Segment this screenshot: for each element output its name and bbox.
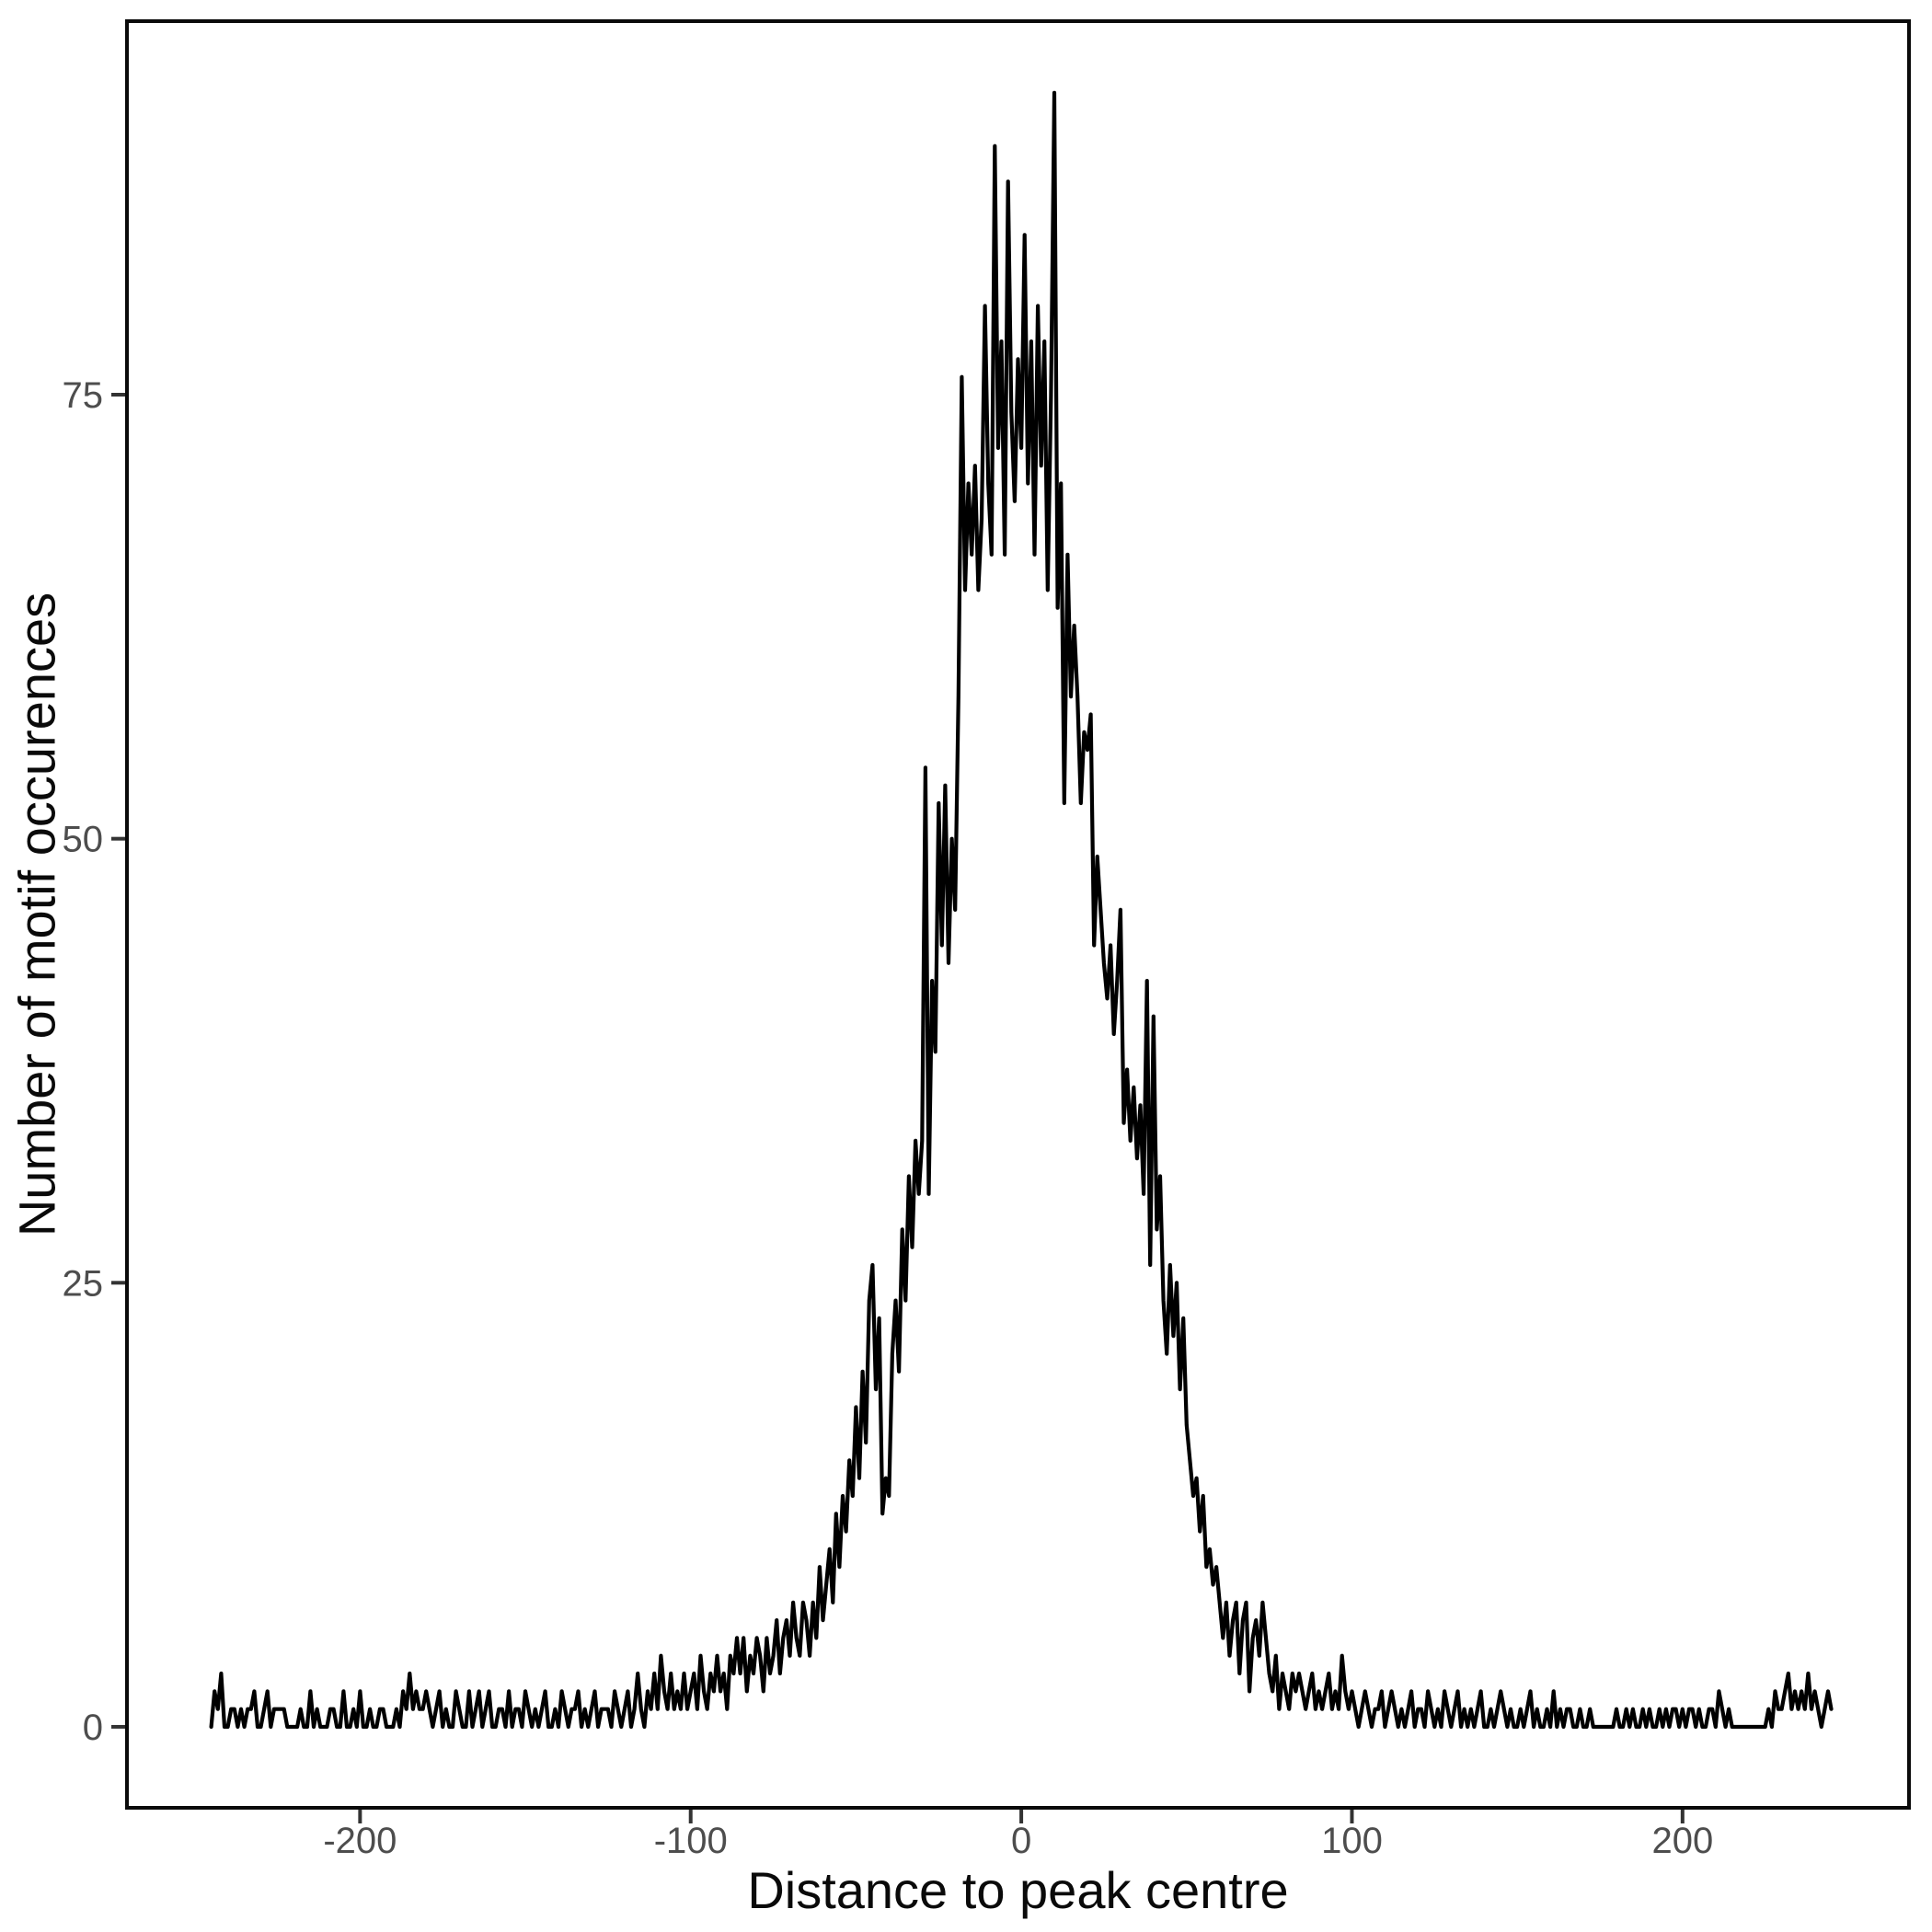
x-tick-label: -100	[654, 1821, 728, 1861]
x-axis-title: Distance to peak centre	[747, 1861, 1289, 1919]
y-tick-label: 50	[63, 820, 104, 860]
x-tick-label: 200	[1651, 1821, 1713, 1861]
series-line	[209, 90, 1834, 1730]
y-tick-label: 25	[63, 1263, 104, 1304]
panel-border	[125, 19, 1911, 1810]
y-tick-label: 0	[83, 1708, 103, 1748]
y-axis-title: Number of motif occurences	[7, 592, 66, 1237]
x-tick-label: -200	[323, 1821, 397, 1861]
y-tick-label: 75	[63, 375, 104, 416]
x-tick-label: 0	[1011, 1821, 1031, 1861]
x-tick-label: 100	[1321, 1821, 1383, 1861]
